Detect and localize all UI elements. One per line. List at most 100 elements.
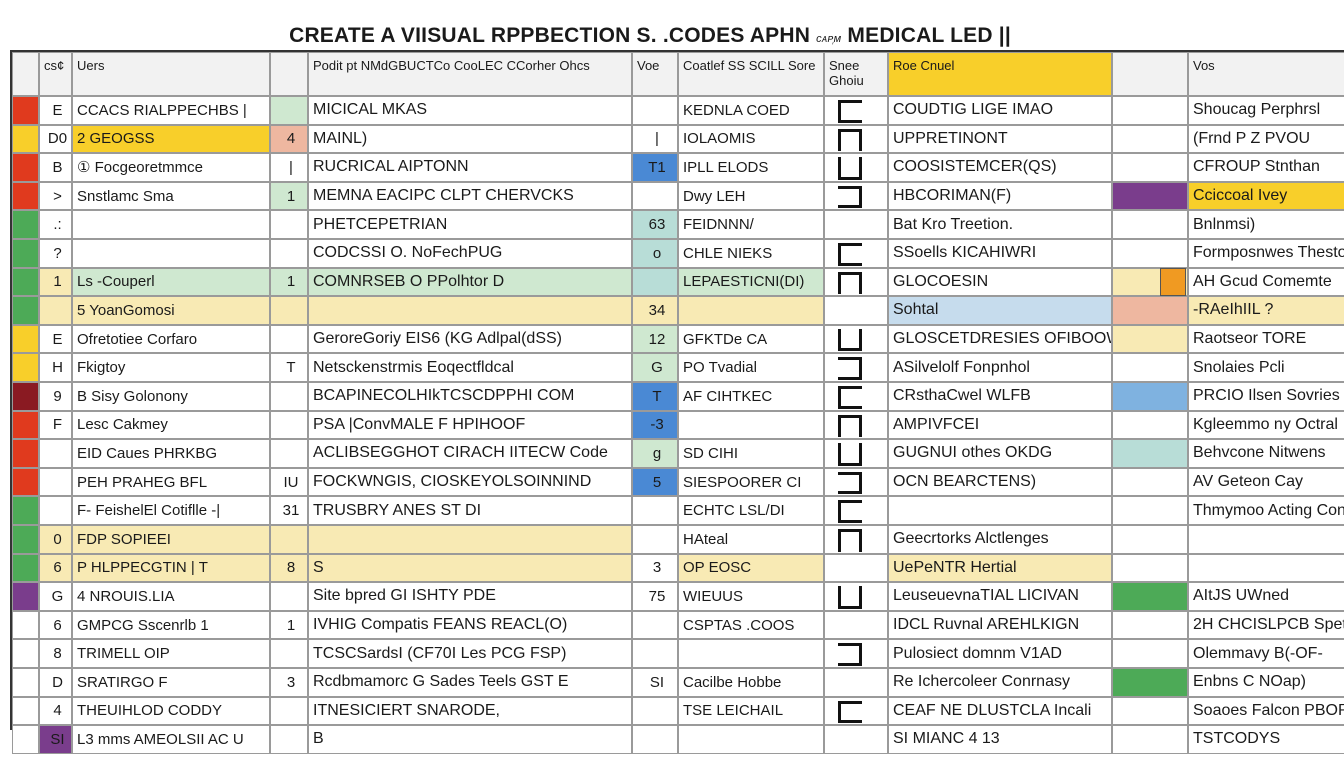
cell-r17-c1[interactable]: 4 NROUIS.LIA bbox=[72, 582, 270, 611]
cell-r0-c8[interactable] bbox=[1112, 96, 1188, 125]
cell-r8-c9[interactable]: Raotseor TORE bbox=[1188, 324, 1344, 354]
cell-r6-c9[interactable]: AH Gcud Comemte bbox=[1188, 267, 1344, 297]
cell-r2-c0[interactable]: B bbox=[39, 153, 72, 182]
cell-r4-c9[interactable]: Bnlnmsi) bbox=[1188, 210, 1344, 239]
row-strip-18[interactable] bbox=[12, 610, 39, 640]
cell-r7-c6[interactable] bbox=[824, 296, 888, 325]
cell-r4-c8[interactable] bbox=[1112, 210, 1188, 239]
cell-r16-c4[interactable]: 3 bbox=[632, 553, 678, 583]
cell-r4-c3[interactable]: PHETCEPETRIAN bbox=[308, 210, 632, 239]
cell-r4-c6[interactable] bbox=[824, 210, 888, 239]
row-strip-8[interactable] bbox=[12, 324, 39, 354]
cell-r0-c9[interactable]: Shoucag Perphrsl bbox=[1188, 96, 1344, 125]
cell-r4-c4[interactable]: 63 bbox=[632, 210, 678, 239]
cell-r12-c4[interactable]: g bbox=[632, 439, 678, 468]
cell-r7-c4[interactable]: 34 bbox=[632, 296, 678, 325]
cell-r8-c2[interactable] bbox=[270, 324, 308, 354]
cell-r16-c7[interactable]: UePeNTR Hertial bbox=[888, 553, 1112, 583]
cell-r4-c5[interactable]: FEIDNNN/ bbox=[678, 210, 824, 239]
row-strip-21[interactable] bbox=[12, 696, 39, 726]
cell-r21-c3[interactable]: ITNESICIERT SNARODE, bbox=[308, 696, 632, 726]
cell-r2-c1[interactable]: ① Focgeoretmmce bbox=[72, 153, 270, 182]
cell-r13-c9[interactable]: AV Geteon Cay bbox=[1188, 467, 1344, 497]
cell-r14-c1[interactable]: F- FeishelEl Cotiflle -| bbox=[72, 496, 270, 525]
cell-r7-c2[interactable] bbox=[270, 296, 308, 325]
cell-r2-c2[interactable]: | bbox=[270, 153, 308, 182]
column-header-8[interactable] bbox=[1112, 52, 1188, 96]
row-strip-4[interactable] bbox=[12, 210, 39, 239]
cell-r19-c8[interactable] bbox=[1112, 639, 1188, 668]
cell-r6-c7[interactable]: GLOCOESIN bbox=[888, 267, 1112, 297]
cell-r17-c0[interactable]: G bbox=[39, 582, 72, 611]
cell-r1-c9[interactable]: (Frnd P Z PVOU bbox=[1188, 124, 1344, 154]
cell-r4-c7[interactable]: Bat Kro Treetion. bbox=[888, 210, 1112, 239]
cell-r2-c8[interactable] bbox=[1112, 153, 1188, 182]
cell-r7-c9[interactable]: -RAeIhIIL ? bbox=[1188, 296, 1344, 325]
cell-r5-c7[interactable]: SSoells KICAHIWRI bbox=[888, 239, 1112, 268]
cell-r18-c3[interactable]: IVHIG Compatis FEANS REACL(O) bbox=[308, 610, 632, 640]
cell-r22-c5[interactable] bbox=[678, 725, 824, 754]
cell-r6-c0[interactable]: 1 bbox=[39, 267, 72, 297]
cell-r22-c7[interactable]: SI MIANC 4 13 bbox=[888, 725, 1112, 754]
cell-r12-c1[interactable]: EID Caues PHRKBG bbox=[72, 439, 270, 468]
cell-r21-c9[interactable]: Soaoes Falcon PBORH bbox=[1188, 696, 1344, 726]
cell-r5-c0[interactable]: ? bbox=[39, 239, 72, 268]
cell-r3-c7[interactable]: HBCORIMAN(F) bbox=[888, 181, 1112, 211]
cell-r22-c8[interactable] bbox=[1112, 725, 1188, 754]
row-strip-9[interactable] bbox=[12, 353, 39, 382]
row-strip-3[interactable] bbox=[12, 181, 39, 211]
cell-r14-c9[interactable]: Thmymoo Acting Con bbox=[1188, 496, 1344, 525]
cell-r10-c3[interactable]: BCAPINECOLHIkTCSCDPPHI COM bbox=[308, 382, 632, 411]
cell-r7-c8[interactable] bbox=[1112, 296, 1188, 325]
cell-r0-c0[interactable]: E bbox=[39, 96, 72, 125]
column-header-7[interactable]: Roe Cnuel bbox=[888, 52, 1112, 96]
cell-r7-c5[interactable] bbox=[678, 296, 824, 325]
cell-r14-c5[interactable]: ECHTC LSL/DI bbox=[678, 496, 824, 525]
cell-r20-c9[interactable]: Enbns C NOap) bbox=[1188, 668, 1344, 697]
row-strip-22[interactable] bbox=[12, 725, 39, 754]
cell-r14-c2[interactable]: 31 bbox=[270, 496, 308, 525]
row-strip-11[interactable] bbox=[12, 410, 39, 440]
cell-r8-c0[interactable]: E bbox=[39, 324, 72, 354]
cell-r18-c9[interactable]: 2H CHCISLPCB Speth bbox=[1188, 610, 1344, 640]
cell-r0-c7[interactable]: COUDTIG LIGE IMAO bbox=[888, 96, 1112, 125]
cell-r3-c4[interactable] bbox=[632, 181, 678, 211]
cell-r20-c5[interactable]: Cacilbe Hobbe bbox=[678, 668, 824, 697]
cell-r15-c8[interactable] bbox=[1112, 525, 1188, 554]
cell-r12-c3[interactable]: ACLIBSEGGHOT CIRACH IITECW Code bbox=[308, 439, 632, 468]
cell-r21-c0[interactable]: 4 bbox=[39, 696, 72, 726]
cell-r22-c1[interactable]: L3 mms AMEOLSII AC U bbox=[72, 725, 270, 754]
cell-r9-c0[interactable]: H bbox=[39, 353, 72, 382]
cell-r22-c3[interactable]: B bbox=[308, 725, 632, 754]
cell-r7-c7[interactable]: Sohtal bbox=[888, 296, 1112, 325]
cell-r17-c7[interactable]: LeuseuevnaTIAL LICIVAN bbox=[888, 582, 1112, 611]
cell-r1-c8[interactable] bbox=[1112, 124, 1188, 154]
cell-r2-c7[interactable]: COOSISTEMCER(QS) bbox=[888, 153, 1112, 182]
row-strip-15[interactable] bbox=[12, 525, 39, 554]
cell-r11-c3[interactable]: PSA |ConvMALE F HPIHOOF bbox=[308, 410, 632, 440]
cell-r1-c5[interactable]: IOLAOMIS bbox=[678, 124, 824, 154]
cell-r12-c5[interactable]: SD CIHI bbox=[678, 439, 824, 468]
cell-r5-c1[interactable] bbox=[72, 239, 270, 268]
cell-r17-c4[interactable]: 75 bbox=[632, 582, 678, 611]
cell-r19-c9[interactable]: Olemmavy B(-OF- bbox=[1188, 639, 1344, 668]
cell-r9-c5[interactable]: PO Tvadial bbox=[678, 353, 824, 382]
cell-r10-c2[interactable] bbox=[270, 382, 308, 411]
cell-r2-c6[interactable] bbox=[824, 153, 888, 182]
cell-r9-c2[interactable]: T bbox=[270, 353, 308, 382]
row-strip-12[interactable] bbox=[12, 439, 39, 468]
cell-r14-c0[interactable] bbox=[39, 496, 72, 525]
cell-r8-c8[interactable] bbox=[1112, 324, 1188, 354]
cell-r19-c4[interactable] bbox=[632, 639, 678, 668]
cell-r11-c2[interactable] bbox=[270, 410, 308, 440]
cell-r6-c5[interactable]: LEPAESTICNI(DI) bbox=[678, 267, 824, 297]
cell-r12-c0[interactable] bbox=[39, 439, 72, 468]
cell-r9-c4[interactable]: G bbox=[632, 353, 678, 382]
cell-r15-c2[interactable] bbox=[270, 525, 308, 554]
cell-r17-c5[interactable]: WIEUUS bbox=[678, 582, 824, 611]
row-strip-5[interactable] bbox=[12, 239, 39, 268]
cell-r10-c5[interactable]: AF CIHTKEC bbox=[678, 382, 824, 411]
cell-r11-c9[interactable]: Kgleemmo ny Octral bbox=[1188, 410, 1344, 440]
cell-r14-c7[interactable] bbox=[888, 496, 1112, 525]
header-corner[interactable] bbox=[12, 52, 39, 96]
